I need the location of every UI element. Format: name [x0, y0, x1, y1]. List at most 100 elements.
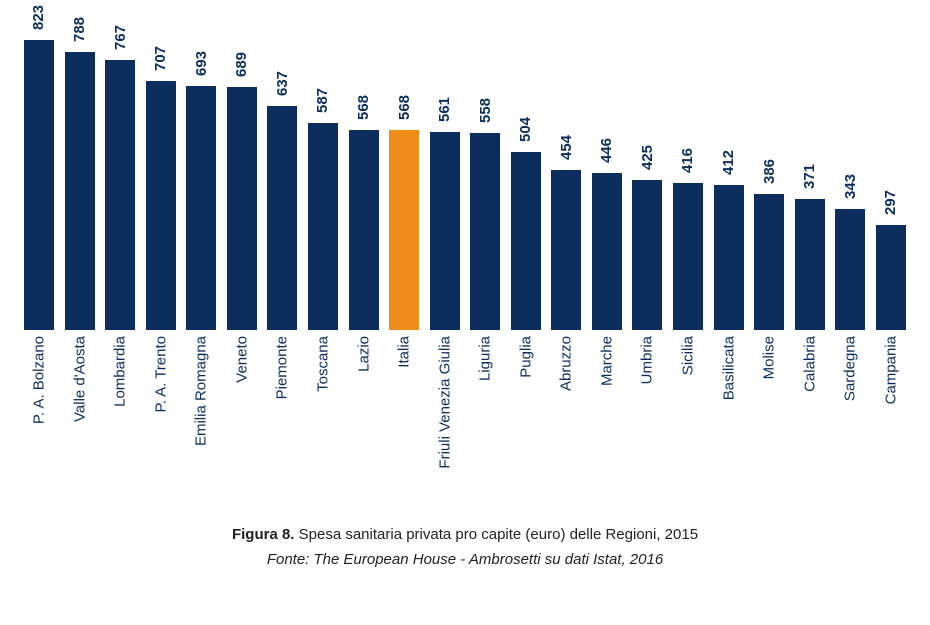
bar-label: Umbria — [639, 336, 656, 384]
bar-label: Valle d'Aosta — [71, 336, 88, 422]
bar — [876, 225, 906, 330]
label-col: Friuli Venezia Giulia — [426, 336, 464, 506]
bar-label: Veneto — [233, 336, 250, 383]
bar-col: 823 — [20, 9, 58, 330]
bar-label: Friuli Venezia Giulia — [436, 336, 453, 469]
bar — [308, 123, 338, 330]
bar-col: 568 — [345, 99, 383, 330]
bar-col: 693 — [182, 55, 220, 330]
bar-label: Piemonte — [274, 336, 291, 399]
bar-col: 446 — [588, 142, 626, 330]
bar-label: Sicilia — [680, 336, 697, 375]
bar-value: 693 — [193, 51, 210, 76]
bar-col: 416 — [669, 152, 707, 330]
bar-col: 561 — [426, 101, 464, 330]
bar-col: 504 — [507, 121, 545, 330]
bar — [186, 86, 216, 330]
label-col: Italia — [385, 336, 423, 506]
bar-label: Campania — [882, 336, 899, 404]
label-col: Toscana — [304, 336, 342, 506]
bar — [632, 180, 662, 330]
bar-col: 568 — [385, 99, 423, 330]
bar-label: P. A. Trento — [152, 336, 169, 412]
bar-label: Lazio — [355, 336, 372, 372]
figure-caption: Figura 8. Spesa sanitaria privata pro ca… — [20, 526, 910, 543]
bar — [592, 173, 622, 330]
bar — [267, 106, 297, 330]
bar-value: 446 — [598, 138, 615, 163]
bar-col: 386 — [750, 163, 788, 330]
bar-value: 823 — [31, 5, 48, 30]
bar-label: Abruzzo — [558, 336, 575, 391]
bar-col: 371 — [791, 168, 829, 330]
bar-label: Liguria — [477, 336, 494, 381]
label-col: Sicilia — [669, 336, 707, 506]
bar-col: 558 — [466, 102, 504, 330]
bar-col: 767 — [101, 29, 139, 330]
bar-label: Sardegna — [842, 336, 859, 401]
label-col: Calabria — [791, 336, 829, 506]
bar-label: Emilia Romagna — [193, 336, 210, 446]
bar-col: 454 — [547, 139, 585, 330]
chart-container: 8237887677076936896375875685685615585044… — [0, 0, 930, 568]
bar-value: 371 — [801, 164, 818, 189]
bar-value: 297 — [882, 190, 899, 215]
bar-value: 343 — [842, 174, 859, 199]
bar-highlight — [389, 130, 419, 330]
label-col: P. A. Bolzano — [20, 336, 58, 506]
figure-caption-text: Spesa sanitaria privata pro capite (euro… — [294, 526, 698, 543]
label-col: Molise — [750, 336, 788, 506]
labels-row: P. A. Bolzano Valle d'Aosta Lombardia P. A.… — [20, 336, 910, 506]
bar-col: 412 — [710, 154, 748, 330]
label-col: P. A. Trento — [142, 336, 180, 506]
label-col: Basilicata — [710, 336, 748, 506]
bar-value: 568 — [396, 95, 413, 120]
bar-col: 788 — [61, 21, 99, 330]
bar-value: 587 — [314, 88, 331, 113]
bar — [349, 130, 379, 330]
label-col: Sardegna — [831, 336, 869, 506]
label-col: Emilia Romagna — [182, 336, 220, 506]
label-col: Lazio — [345, 336, 383, 506]
bar — [24, 40, 54, 330]
bar — [714, 185, 744, 330]
bar — [65, 52, 95, 330]
bar-value: 637 — [274, 71, 291, 96]
label-col: Puglia — [507, 336, 545, 506]
bar-label: Basilicata — [720, 336, 737, 400]
bar-value: 412 — [720, 150, 737, 175]
bar-label: Italia — [396, 336, 413, 368]
bar — [754, 194, 784, 330]
label-col: Lombardia — [101, 336, 139, 506]
bar-value: 416 — [680, 148, 697, 173]
bar — [470, 133, 500, 330]
bar-col: 343 — [831, 178, 869, 330]
bar-label: Puglia — [517, 336, 534, 378]
bar-value: 561 — [436, 97, 453, 122]
label-col: Marche — [588, 336, 626, 506]
bar-label: P. A. Bolzano — [31, 336, 48, 424]
bar-label: Toscana — [314, 336, 331, 392]
bar-value: 454 — [558, 135, 575, 160]
label-col: Liguria — [466, 336, 504, 506]
label-col: Abruzzo — [547, 336, 585, 506]
bar-value: 689 — [233, 52, 250, 77]
bar — [673, 183, 703, 330]
bar-label: Calabria — [801, 336, 818, 392]
bars-row: 8237887677076936896375875685685615585044… — [20, 10, 910, 330]
bar — [146, 81, 176, 330]
bar — [551, 170, 581, 330]
label-col: Valle d'Aosta — [61, 336, 99, 506]
label-col: Umbria — [628, 336, 666, 506]
bar-value: 425 — [639, 145, 656, 170]
bar-col: 637 — [263, 75, 301, 330]
bar-col: 707 — [142, 50, 180, 330]
bar-value: 767 — [112, 25, 129, 50]
bar — [511, 152, 541, 330]
figure-source: Fonte: The European House - Ambrosetti s… — [20, 551, 910, 568]
bar-col: 689 — [223, 56, 261, 330]
bar — [795, 199, 825, 330]
bar-col: 297 — [872, 194, 910, 330]
bar — [105, 60, 135, 330]
bar — [227, 87, 257, 330]
